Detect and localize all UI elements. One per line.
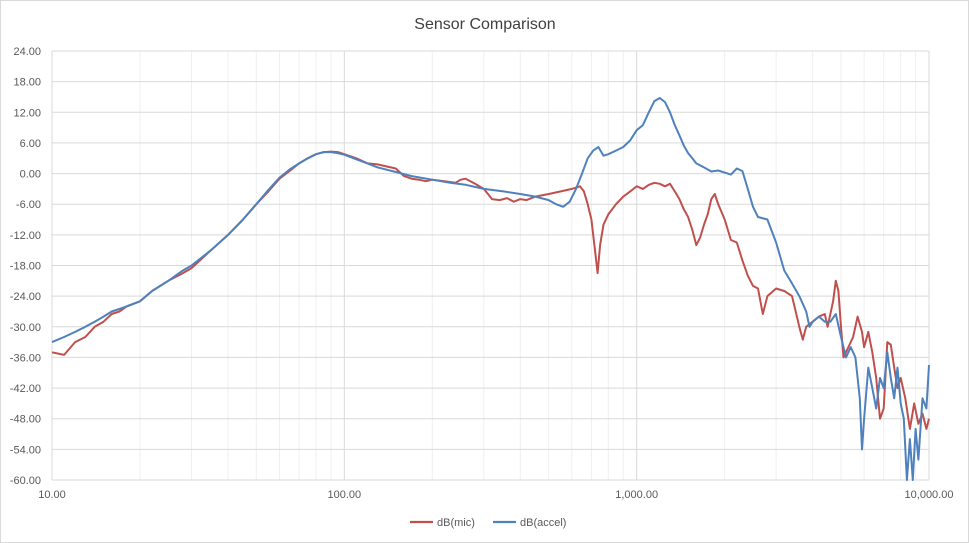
series-layer — [51, 97, 930, 481]
grid — [51, 50, 930, 481]
y-tick-label: -30.00 — [10, 322, 41, 334]
legend-label-mic: dB(mic) — [437, 517, 475, 529]
x-tick-label: 10,000.00 — [905, 489, 954, 501]
y-tick-label: 24.00 — [13, 46, 41, 58]
y-tick-label: -36.00 — [10, 352, 41, 364]
y-axis-labels: 24.00 18.00 12.00 6.00 0.00 -6.00 -12.00 -18.00… — [10, 46, 41, 487]
y-tick-label: 0.00 — [20, 169, 41, 181]
y-tick-label: -48.00 — [10, 414, 41, 426]
x-tick-label: 10.00 — [38, 489, 66, 501]
x-tick-label: 100.00 — [328, 489, 362, 501]
y-tick-label: -12.00 — [10, 230, 41, 242]
chart-title: Sensor Comparison — [414, 16, 555, 33]
y-tick-label: -54.00 — [10, 444, 41, 456]
y-tick-label: -6.00 — [16, 199, 41, 211]
legend: dB(mic) dB(accel) — [410, 517, 566, 529]
y-tick-label: 6.00 — [20, 138, 41, 150]
y-tick-label: -18.00 — [10, 261, 41, 273]
x-tick-label: 1,000.00 — [615, 489, 658, 501]
y-tick-label: -60.00 — [10, 475, 41, 487]
y-tick-label: 18.00 — [13, 77, 41, 89]
series-line-0 — [51, 150, 930, 430]
y-tick-label: -24.00 — [10, 291, 41, 303]
series-line-1 — [51, 97, 930, 481]
y-tick-label: -42.00 — [10, 383, 41, 395]
x-axis-labels: 10.00 100.00 1,000.00 10,000.00 — [38, 489, 953, 501]
legend-label-accel: dB(accel) — [520, 517, 566, 529]
y-tick-label: 12.00 — [13, 107, 41, 119]
